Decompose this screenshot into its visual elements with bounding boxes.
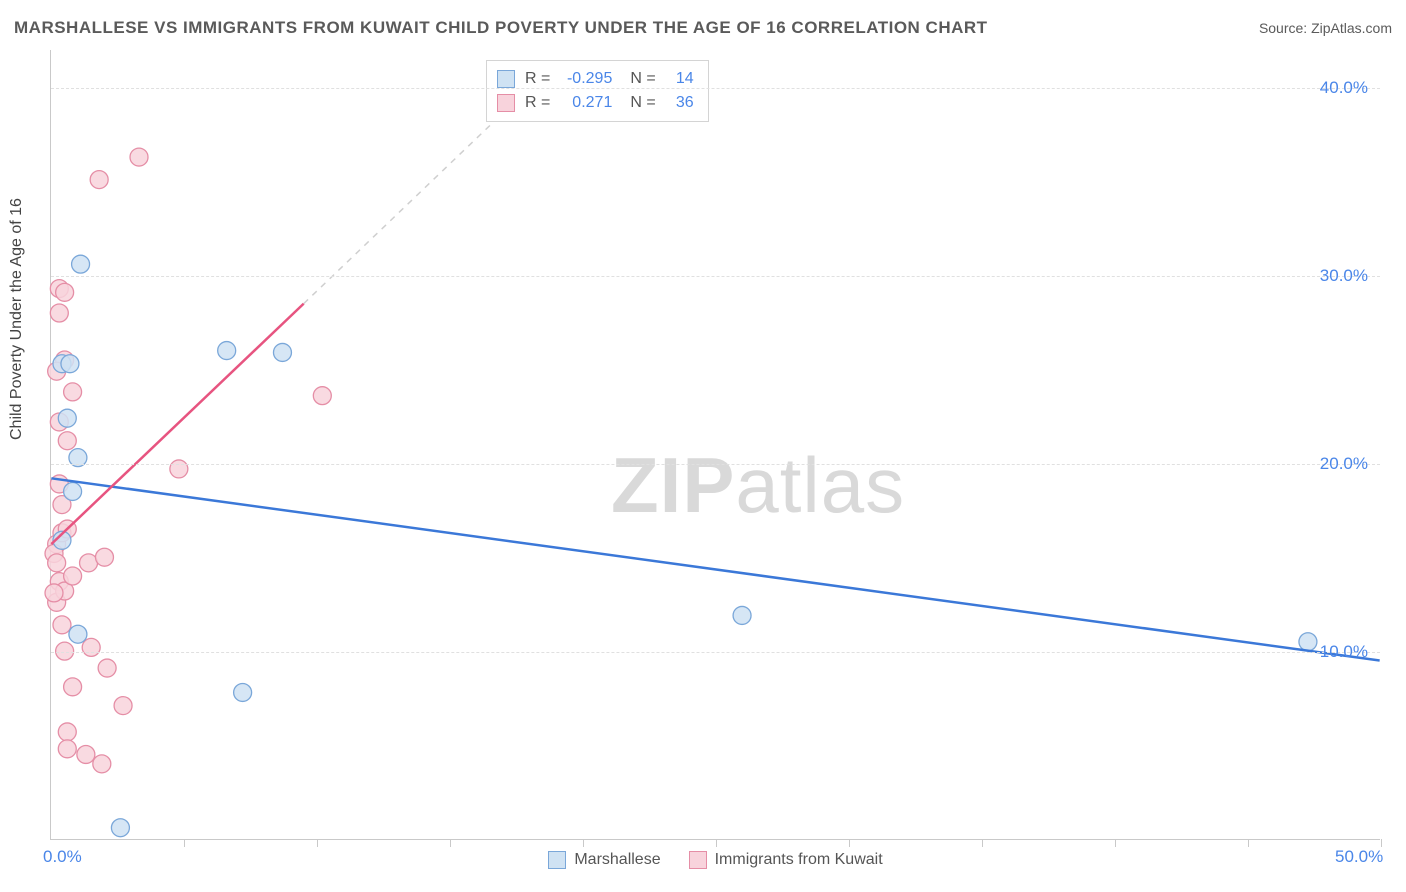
source-attribution: Source: ZipAtlas.com [1259,20,1392,36]
stats-box: R = -0.295 N = 14 R = 0.271 N = 36 [486,60,709,122]
data-point [1299,633,1317,651]
legend-swatch [548,851,566,869]
grid-line-h [51,652,1380,653]
stat-n-label: N = [630,70,655,88]
x-tick [317,839,318,847]
x-tick [1381,839,1382,847]
series-swatch [497,70,515,88]
plot-area: ZIPatlas R =-0.295N =14R =0.271N =36 Mar… [50,50,1380,840]
data-point [64,678,82,696]
x-tick [849,839,850,847]
data-point [45,584,63,602]
stat-n-label: N = [630,94,655,112]
data-point [130,148,148,166]
stat-r-label: R = [525,70,550,88]
grid-line-h [51,276,1380,277]
data-point [58,409,76,427]
data-point [114,697,132,715]
data-point [80,554,98,572]
x-tick [583,839,584,847]
y-tick-label: 10.0% [1320,642,1368,662]
legend-item: Marshallese [548,851,660,869]
x-tick-label: 50.0% [1335,847,1383,867]
data-point [61,355,79,373]
trend-line [51,478,1379,660]
stat-r-label: R = [525,94,550,112]
data-point [58,432,76,450]
data-point [170,460,188,478]
data-point [111,819,129,837]
y-tick-label: 20.0% [1320,454,1368,474]
bottom-legend: Marshallese Immigrants from Kuwait [51,851,1380,869]
stat-r-value: 0.271 [560,94,612,112]
data-point [64,482,82,500]
data-point [64,567,82,585]
chart-svg [51,50,1380,839]
data-point [82,638,100,656]
x-tick-label: 0.0% [43,847,82,867]
data-point [234,683,252,701]
data-point [64,383,82,401]
x-tick [1115,839,1116,847]
data-point [733,606,751,624]
data-point [48,554,66,572]
stat-r-value: -0.295 [560,70,612,88]
y-tick-label: 30.0% [1320,266,1368,286]
y-tick-label: 40.0% [1320,78,1368,98]
data-point [77,745,95,763]
x-tick [982,839,983,847]
stat-n-value: 14 [666,70,694,88]
legend-swatch [689,851,707,869]
data-point [69,625,87,643]
data-point [95,548,113,566]
x-tick [1248,839,1249,847]
data-point [72,255,90,273]
data-point [90,171,108,189]
legend-label: Immigrants from Kuwait [715,851,883,869]
x-tick [716,839,717,847]
data-point [58,723,76,741]
data-point [93,755,111,773]
chart-header: MARSHALLESE VS IMMIGRANTS FROM KUWAIT CH… [14,18,1392,38]
grid-line-h [51,464,1380,465]
data-point [58,740,76,758]
y-axis-label: Child Poverty Under the Age of 16 [8,198,26,440]
x-tick [184,839,185,847]
data-point [98,659,116,677]
data-point [56,283,74,301]
data-point [313,387,331,405]
data-point [50,304,68,322]
data-point [218,342,236,360]
stats-row: R = 0.271 N = 36 [497,91,694,115]
x-tick [450,839,451,847]
series-swatch [497,94,515,112]
legend-item: Immigrants from Kuwait [689,851,883,869]
chart-title: MARSHALLESE VS IMMIGRANTS FROM KUWAIT CH… [14,18,988,38]
grid-line-h [51,88,1380,89]
data-point [273,343,291,361]
legend-label: Marshallese [574,851,660,869]
stat-n-value: 36 [666,94,694,112]
data-point [53,616,71,634]
